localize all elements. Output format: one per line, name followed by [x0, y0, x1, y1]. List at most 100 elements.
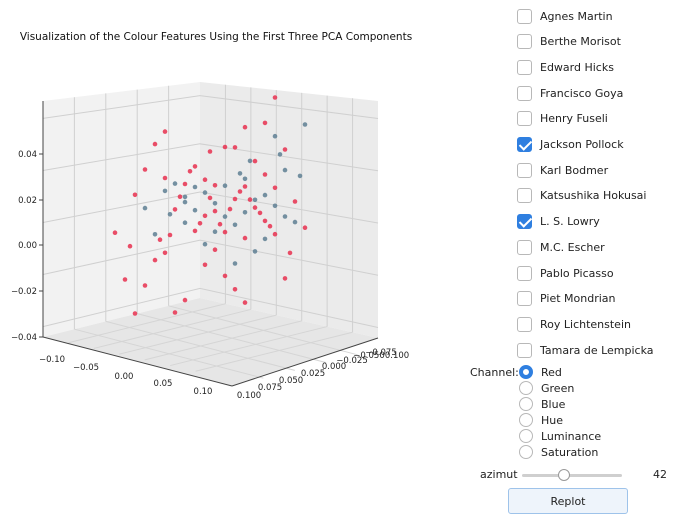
checkbox-unchecked[interactable]	[517, 162, 532, 178]
data-point-lowry	[222, 183, 228, 188]
data-point-pollock	[202, 213, 208, 219]
data-point-lowry	[212, 229, 218, 234]
checkbox-unchecked[interactable]	[517, 316, 532, 332]
channel-label: Channel:	[470, 366, 519, 379]
channel-radio-blue[interactable]: Blue	[519, 396, 565, 412]
data-point-lowry	[202, 241, 208, 247]
data-point-pollock	[242, 300, 248, 305]
radio-button[interactable]	[519, 397, 533, 411]
data-point-lowry	[182, 220, 188, 225]
radio-button[interactable]	[519, 413, 533, 427]
data-point-pollock	[302, 225, 308, 230]
artist-checkbox-row[interactable]: Katsushika Hokusai	[517, 185, 646, 207]
artist-checkbox-row[interactable]: Roy Lichtenstein	[517, 313, 631, 335]
y-axis-line	[231, 337, 379, 387]
data-point-pollock	[252, 158, 258, 164]
artist-label: Roy Lichtenstein	[540, 317, 631, 331]
checkbox-unchecked[interactable]	[517, 111, 532, 127]
data-point-lowry	[272, 203, 278, 209]
x-tick-label: −0.10	[39, 355, 65, 365]
checkbox-unchecked[interactable]	[517, 188, 532, 204]
x-tick-label: 0.05	[154, 379, 173, 389]
checkbox-unchecked[interactable]	[517, 342, 532, 358]
data-point-pollock	[177, 194, 183, 199]
replot-button[interactable]: Replot	[508, 488, 628, 514]
azimut-value: 42	[653, 468, 667, 481]
artist-checkbox-row[interactable]: L. S. Lowry	[517, 211, 600, 233]
data-point-pollock	[272, 231, 278, 237]
data-point-pollock	[222, 273, 228, 279]
artist-label: Karl Bodmer	[540, 163, 609, 177]
grid-lines	[42, 84, 379, 379]
artist-checkbox-row[interactable]: Karl Bodmer	[517, 159, 608, 181]
channel-option-label: Green	[541, 381, 575, 395]
z-tick-label: 0.04	[18, 150, 37, 160]
grid-line	[170, 326, 328, 367]
data-point-pollock	[262, 172, 268, 177]
artist-checkbox-row[interactable]: Henry Fuseli	[517, 108, 608, 130]
artist-checkbox-row[interactable]: M.C. Escher	[517, 236, 605, 258]
radio-button[interactable]	[519, 445, 533, 459]
data-point-lowry	[252, 249, 258, 254]
artist-checkbox-row[interactable]: Edward Hicks	[517, 56, 614, 78]
data-point-pollock	[247, 197, 253, 202]
channel-option-label: Hue	[541, 413, 564, 427]
data-point-pollock	[127, 243, 133, 249]
checkbox-unchecked[interactable]	[517, 59, 532, 75]
channel-radio-red[interactable]: Red	[519, 364, 562, 380]
checkbox-checked[interactable]	[517, 137, 532, 152]
radio-button[interactable]	[519, 365, 533, 379]
channel-radio-green[interactable]: Green	[519, 380, 574, 396]
azimut-slider[interactable]	[522, 469, 622, 481]
back-right-pane	[200, 82, 378, 338]
channel-radio-saturation[interactable]: Saturation	[519, 444, 598, 460]
grid-line	[42, 143, 379, 172]
azimut-slider-thumb[interactable]	[558, 469, 570, 481]
grid-line	[144, 320, 302, 361]
z-tick-label: 0.00	[18, 241, 37, 251]
data-point-lowry	[192, 207, 198, 213]
artist-checkbox-row[interactable]: Jackson Pollock	[517, 134, 624, 156]
data-point-pollock	[197, 221, 203, 226]
data-point-pollock	[257, 210, 263, 216]
channel-radio-luminance[interactable]: Luminance	[519, 428, 601, 444]
artist-label: Tamara de Lempicka	[540, 343, 654, 357]
axis-lines	[42, 101, 379, 387]
checkbox-unchecked[interactable]	[517, 239, 532, 255]
artist-label: Pablo Picasso	[540, 266, 614, 280]
pca-3d-scatter-chart: Visualization of the Colour Features Usi…	[11, 31, 412, 401]
data-point-pollock	[262, 218, 268, 224]
checkbox-checked[interactable]	[517, 214, 532, 230]
data-point-lowry	[292, 219, 298, 225]
artist-checkbox-row[interactable]: Berthe Morisot	[517, 31, 621, 53]
artist-checkbox-row[interactable]: Pablo Picasso	[517, 262, 614, 284]
radio-button[interactable]	[519, 381, 533, 395]
checkbox-unchecked[interactable]	[517, 8, 532, 24]
data-point-lowry	[152, 232, 158, 237]
checkbox-unchecked[interactable]	[517, 265, 532, 281]
data-point-lowry	[142, 205, 148, 211]
y-tick-label: 0.050	[279, 376, 303, 386]
data-point-lowry	[247, 158, 253, 164]
x-tick-label: 0.00	[115, 372, 134, 382]
artist-checkbox-row[interactable]: Tamara de Lempicka	[517, 339, 654, 361]
data-point-lowry	[262, 236, 268, 242]
data-point-lowry	[172, 181, 178, 186]
checkbox-unchecked[interactable]	[517, 34, 532, 50]
y-tick-label: −0.050	[353, 351, 384, 361]
checkbox-unchecked[interactable]	[517, 291, 532, 307]
artist-checkbox-row[interactable]: Piet Mondrian	[517, 288, 616, 310]
data-point-pollock	[152, 257, 158, 263]
channel-radio-hue[interactable]: Hue	[519, 412, 563, 428]
artist-label: Francisco Goya	[540, 86, 624, 100]
checkbox-unchecked[interactable]	[517, 85, 532, 101]
data-point-pollock	[162, 175, 168, 181]
data-point-pollock	[267, 223, 273, 229]
radio-button[interactable]	[519, 429, 533, 443]
data-point-pollock	[217, 221, 223, 227]
artist-checkbox-row[interactable]: Agnes Martin	[517, 5, 613, 27]
artist-checkbox-row[interactable]: Francisco Goya	[517, 82, 623, 104]
data-point-pollock	[227, 206, 233, 212]
z-tick-label: −0.02	[11, 287, 37, 297]
data-point-pollock	[237, 189, 243, 194]
